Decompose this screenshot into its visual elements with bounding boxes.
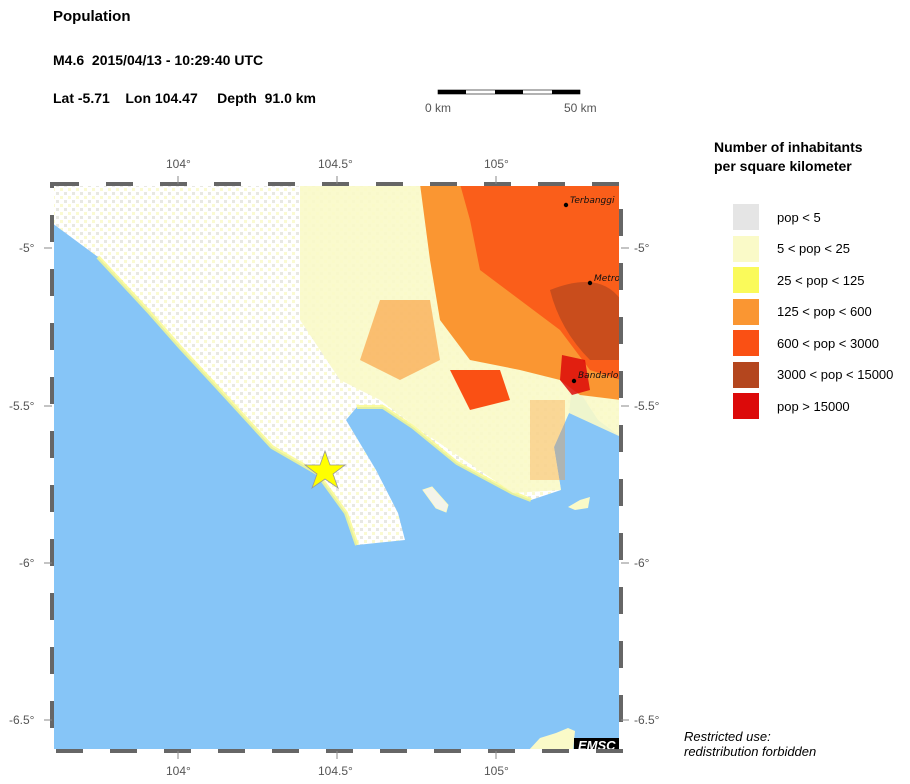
legend-label: 3000 < pop < 15000 (777, 367, 894, 382)
lon-tick-top: 105° (484, 157, 509, 171)
legend-title-line: Number of inhabitants (714, 139, 863, 155)
legend-item: pop > 15000 (733, 393, 850, 419)
epicenter-star-icon[interactable] (303, 449, 347, 490)
emsc-logo (574, 738, 621, 751)
scale-start-label: 0 km (425, 101, 452, 115)
event-info: M4.6 2015/04/13 - 10:29:40 UTC (53, 52, 264, 68)
city-metro: Metro (587, 274, 621, 286)
legend-item: pop < 5 (733, 204, 821, 230)
lat-tick-left: -5.5° (9, 399, 35, 413)
island (422, 486, 449, 513)
svg-text:Bandarlo: Bandarlo (578, 371, 619, 381)
lat-tick-right: -5° (634, 241, 650, 255)
lat-tick-left: -6° (19, 556, 35, 570)
lon-tick-top: 104.5° (318, 157, 353, 171)
legend-swatch (733, 298, 759, 325)
lon-tick-bottom: 104° (166, 764, 191, 778)
legend-title-line: per square kilometer (714, 158, 852, 174)
legend-label: pop > 15000 (777, 398, 850, 414)
legend-label: 600 < pop < 3000 (777, 335, 879, 351)
legend-swatch (733, 267, 759, 293)
legend-item: 25 < pop < 125 (733, 267, 864, 293)
notice-line: Restricted use: (684, 729, 771, 744)
lat-tick-right: -6.5° (634, 713, 660, 727)
legend-swatch (733, 330, 759, 356)
legend-swatch (733, 235, 759, 262)
legend-swatch (733, 393, 759, 419)
legend-item: 5 < pop < 25 (733, 235, 851, 262)
legend-label: pop < 5 (777, 209, 821, 225)
lat-tick-right: -6° (634, 556, 650, 570)
legend-item: 600 < pop < 3000 (733, 330, 879, 356)
page-title: Population (53, 8, 131, 25)
land-south (528, 728, 575, 751)
location-info: Lat -5.71 Lon 104.47 Depth 91.0 km (53, 90, 316, 106)
svg-text:Metro: Metro (594, 274, 621, 284)
city-terbanggi: Terbanggi (563, 196, 615, 208)
island (568, 497, 590, 510)
legend-swatch (733, 361, 759, 388)
lon-tick-bottom: 104.5° (318, 764, 353, 778)
lon-tick-bottom: 105° (484, 764, 509, 778)
scale-bar (437, 89, 581, 95)
legend-swatch (733, 204, 759, 230)
legend-item: 3000 < pop < 15000 (733, 361, 894, 388)
map-area[interactable]: EMSC Terbanggi Metro Bandarlo (52, 184, 621, 753)
legend-label: 125 < pop < 600 (777, 304, 872, 319)
lon-tick-top: 104° (166, 157, 191, 171)
notice-line: redistribution forbidden (684, 744, 817, 759)
legend-label: 5 < pop < 25 (777, 241, 851, 256)
lat-tick-right: -5.5° (634, 399, 660, 413)
svg-text:EMSC: EMSC (578, 738, 616, 753)
legend-label: 25 < pop < 125 (777, 272, 865, 288)
lat-tick-left: -6.5° (9, 713, 35, 727)
legend-item: 125 < pop < 600 (733, 298, 872, 325)
scale-end-label: 50 km (564, 101, 597, 115)
legend-title: Number of inhabitants per square kilomet… (714, 138, 863, 176)
svg-text:Terbanggi: Terbanggi (570, 196, 615, 206)
city-bandarlampung: Bandarlo (571, 371, 619, 384)
restricted-notice: Restricted use: redistribution forbidden (684, 729, 816, 759)
lat-tick-left: -5° (19, 241, 35, 255)
